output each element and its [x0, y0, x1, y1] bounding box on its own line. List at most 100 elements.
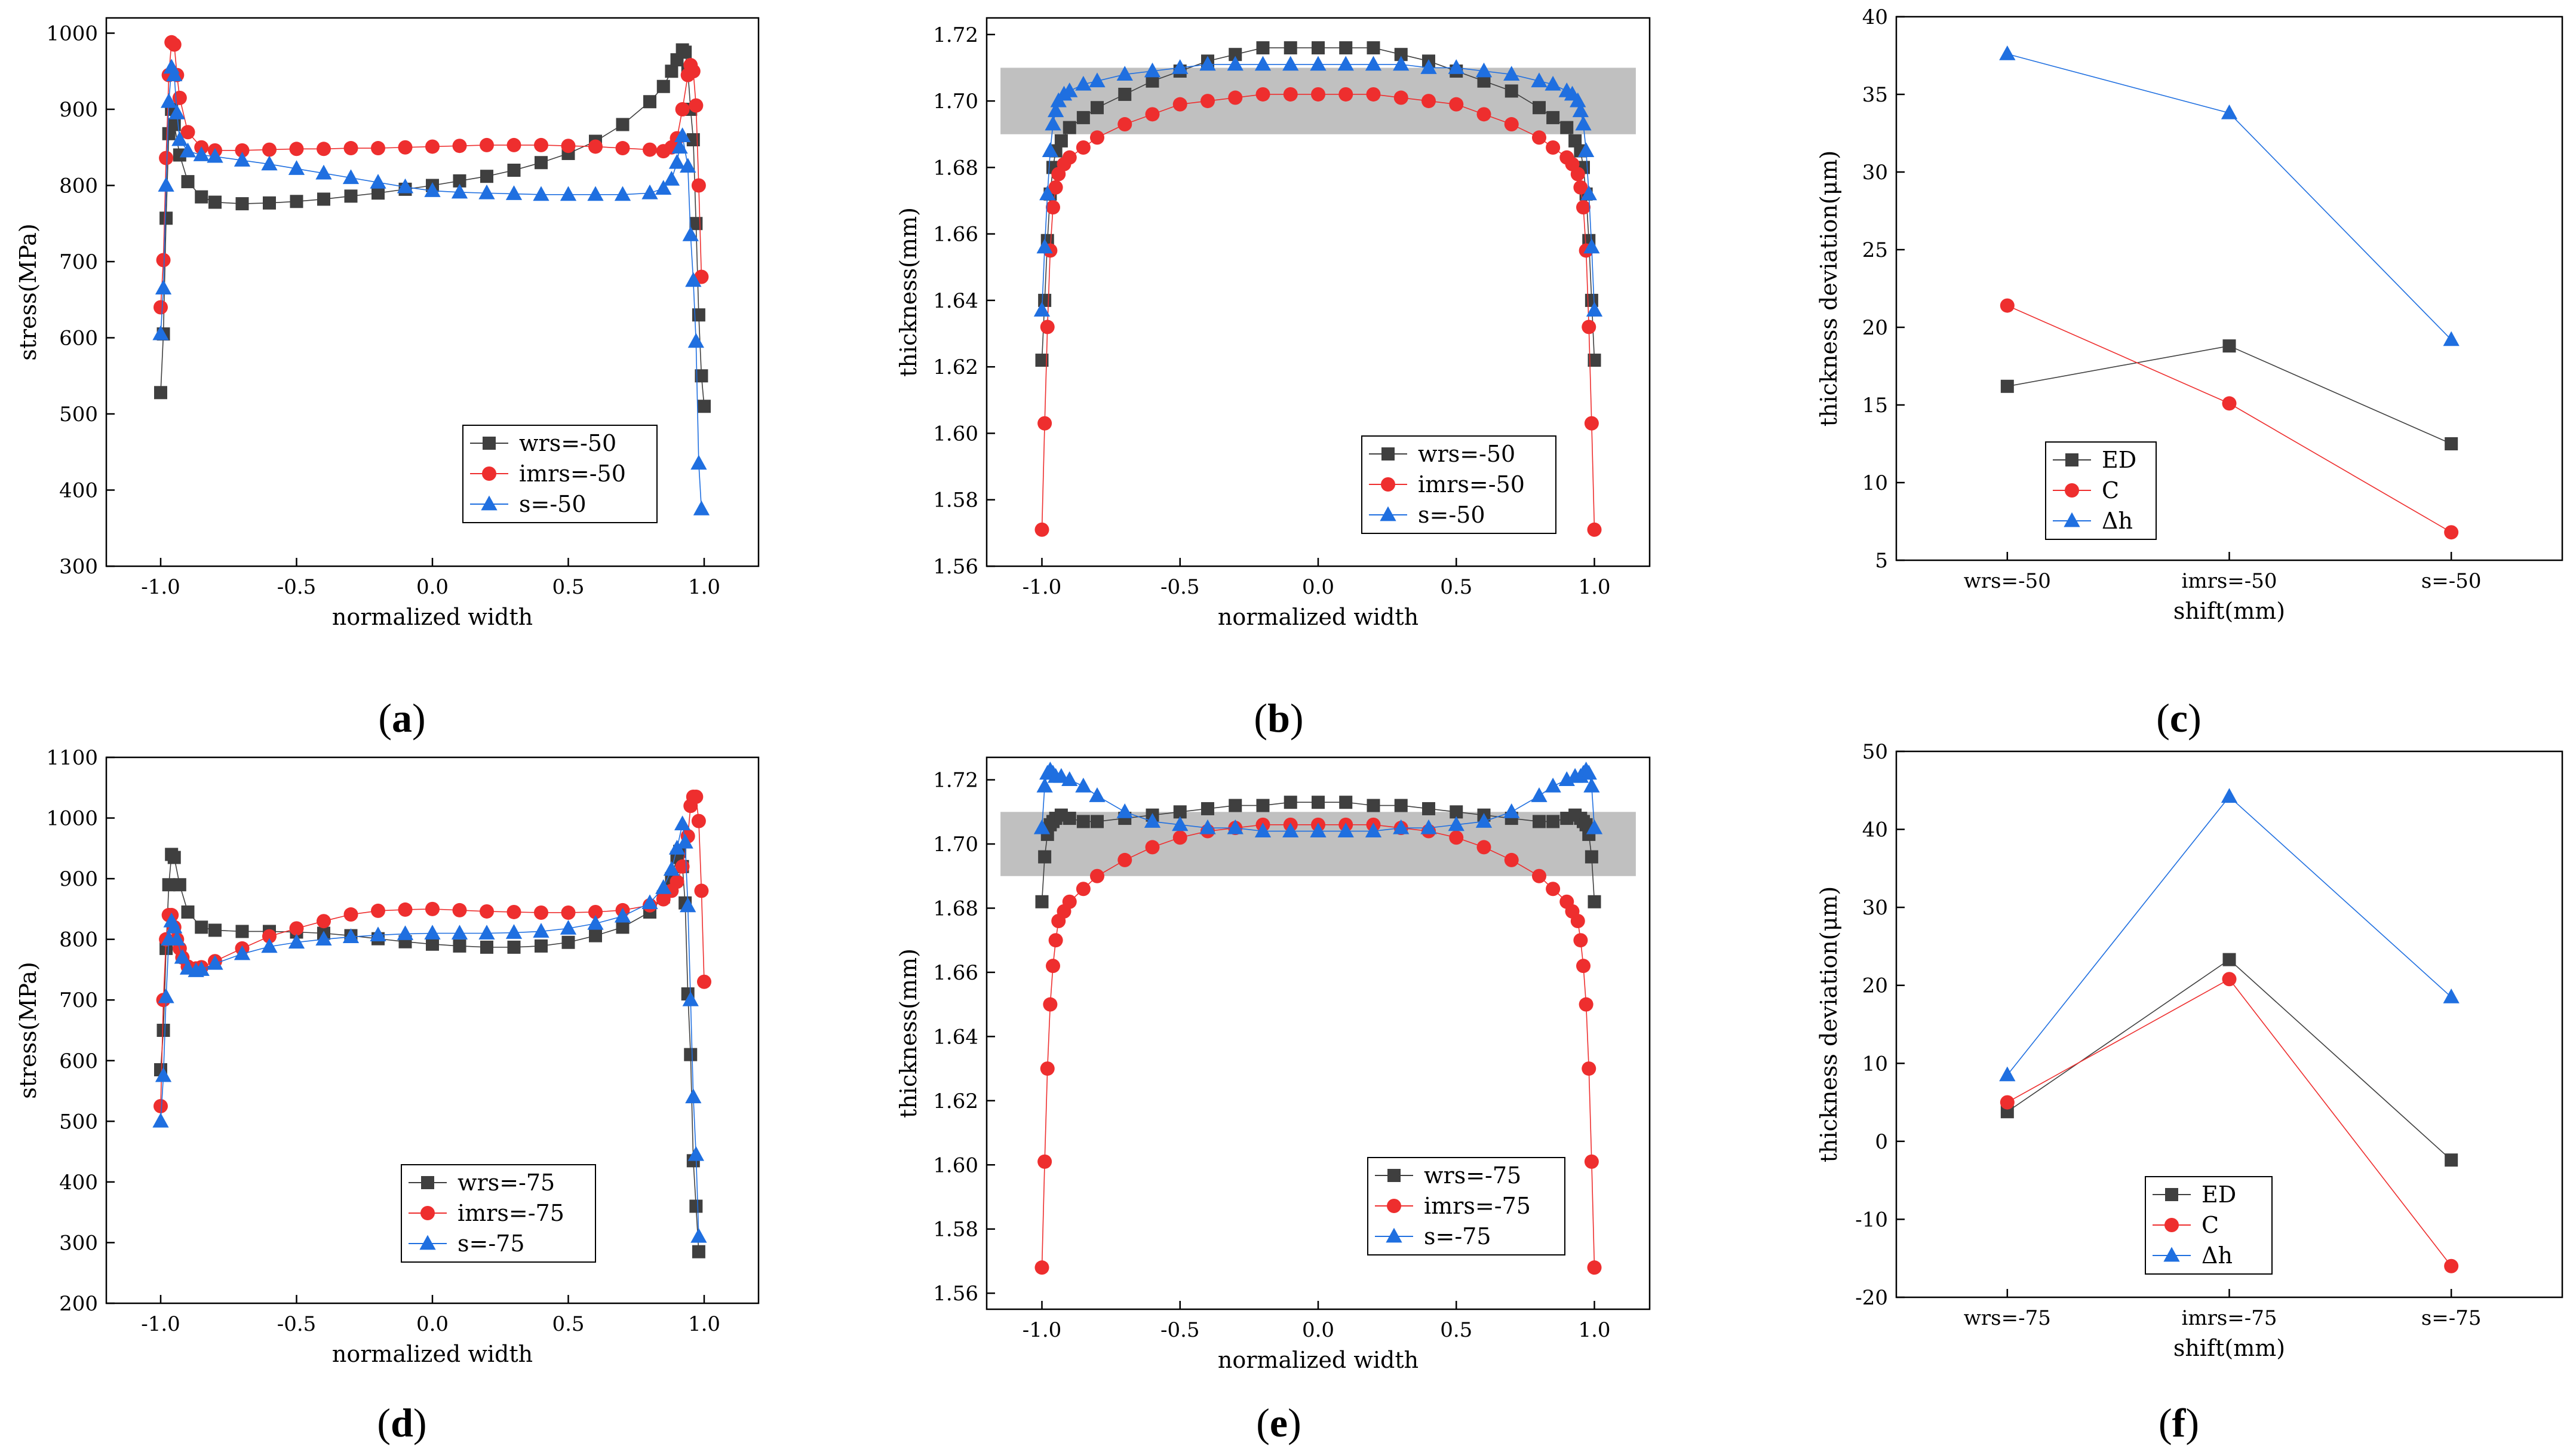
- legend: wrs=-50 imrs=-50 s=-50: [1361, 435, 1556, 534]
- legend-marker: [1387, 1169, 1401, 1182]
- series-line-2: [2007, 796, 2452, 1076]
- data-point: [1037, 416, 1052, 431]
- series-markers-2: [1033, 762, 1603, 837]
- data-point: [1448, 816, 1464, 831]
- data-point: [1504, 852, 1519, 867]
- data-point: [1089, 787, 1106, 802]
- legend-entry: wrs=-75: [1424, 1162, 1521, 1189]
- data-point: [674, 127, 691, 143]
- y-tick-label: 20: [1862, 316, 1888, 340]
- data-point: [1533, 815, 1546, 828]
- data-point: [691, 814, 706, 828]
- data-point: [1227, 819, 1244, 834]
- legend-marker: [2065, 483, 2079, 498]
- data-point: [263, 196, 276, 210]
- y-tick-label: 1.68: [933, 156, 978, 180]
- data-point: [643, 142, 657, 157]
- data-point: [1531, 72, 1548, 88]
- data-point: [1284, 41, 1297, 55]
- y-tick-label: 900: [59, 98, 98, 122]
- data-point: [1570, 92, 1586, 108]
- x-tick-label: -0.5: [1160, 1318, 1200, 1342]
- data-point: [207, 148, 223, 163]
- y-tick-label: 1.62: [933, 1089, 978, 1113]
- data-point: [168, 105, 185, 119]
- chart-a: 300 400 500 600 700 800 900 1000 -1.0 -0.5 0.0 0.5 1…: [15, 17, 760, 630]
- data-point: [1570, 913, 1585, 928]
- y-tick-label: 400: [59, 1171, 98, 1195]
- data-point: [1042, 142, 1059, 157]
- data-point: [675, 102, 690, 116]
- data-point: [655, 879, 672, 894]
- data-point: [1038, 850, 1052, 864]
- data-point: [1580, 765, 1597, 780]
- legend-marker: [2064, 512, 2080, 527]
- data-point: [614, 907, 631, 923]
- x-tick-label: 1.0: [1578, 575, 1610, 599]
- data-point: [195, 920, 208, 934]
- data-point: [1448, 59, 1464, 74]
- data-point: [1532, 868, 1546, 883]
- x-tick-label: -0.5: [277, 575, 317, 599]
- legend-marker: [482, 466, 496, 481]
- data-point: [1035, 895, 1049, 908]
- data-point: [588, 139, 603, 154]
- data-point: [1144, 62, 1161, 78]
- data-point: [1546, 140, 1561, 155]
- data-point: [1532, 130, 1546, 145]
- data-point: [1116, 803, 1133, 818]
- data-point: [1062, 894, 1077, 909]
- data-point: [168, 931, 185, 946]
- data-point: [1476, 107, 1491, 122]
- legend: ED C Δh: [2045, 441, 2157, 540]
- series-line-0: [160, 49, 705, 407]
- y-axis-title: thickness(mm): [895, 207, 922, 377]
- data-point: [616, 920, 630, 934]
- data-point: [1999, 45, 2016, 60]
- data-point: [342, 928, 360, 943]
- data-point: [1172, 830, 1187, 845]
- data-point: [1062, 150, 1077, 165]
- data-point: [154, 386, 167, 400]
- y-tick-label: 15: [1862, 394, 1888, 418]
- data-point: [1048, 933, 1063, 948]
- data-point: [1040, 1061, 1055, 1076]
- data-point: [167, 37, 182, 52]
- x-tick-label: -1.0: [1023, 1318, 1062, 1342]
- legend-marker: [2163, 1247, 2180, 1262]
- y-tick-label: 35: [1862, 83, 1888, 107]
- data-point: [691, 178, 706, 193]
- legend-marker: [483, 437, 496, 450]
- legend-entry: s=-75: [1424, 1223, 1491, 1250]
- data-point: [426, 937, 439, 951]
- data-point: [180, 125, 195, 140]
- x-tick-label: 1.0: [1578, 1318, 1610, 1342]
- x-tick-label: -0.5: [1160, 575, 1200, 599]
- data-point: [261, 938, 278, 953]
- data-point: [678, 45, 692, 59]
- data-point: [289, 142, 304, 156]
- data-point: [234, 945, 251, 960]
- data-point: [290, 195, 303, 208]
- series-markers-2: [1999, 788, 2460, 1082]
- data-point: [1999, 1066, 2016, 1082]
- data-point: [587, 914, 604, 930]
- data-point: [675, 859, 690, 874]
- data-point: [1090, 868, 1104, 883]
- data-point: [262, 142, 277, 157]
- x-axis-title: shift(mm): [2173, 598, 2285, 624]
- data-point: [2222, 972, 2237, 987]
- data-point: [315, 931, 332, 946]
- data-point: [1039, 185, 1056, 201]
- data-point: [1546, 882, 1561, 897]
- x-tick-label: 0.0: [1302, 1318, 1334, 1342]
- data-point: [1201, 94, 1215, 109]
- data-point: [1254, 822, 1272, 837]
- data-point: [1229, 48, 1242, 62]
- data-point: [166, 919, 183, 934]
- y-axis-title: thickness(mm): [895, 948, 922, 1118]
- data-point: [1172, 97, 1187, 112]
- data-point: [1048, 180, 1063, 195]
- legend-entry: imrs=-50: [1418, 471, 1525, 498]
- data-point: [589, 929, 602, 943]
